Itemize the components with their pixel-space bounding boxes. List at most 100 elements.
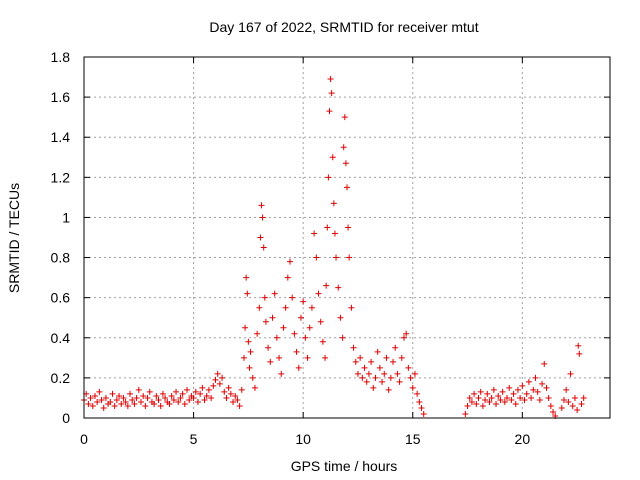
data-point [137,398,144,405]
data-point [324,224,331,231]
data-point [532,374,539,381]
data-point [560,396,567,403]
data-point [297,314,304,321]
data-point [484,390,491,397]
data-point [326,108,333,115]
data-point [331,230,338,237]
data-point [403,330,410,337]
data-point [563,386,570,393]
data-point [300,298,307,305]
data-point [306,324,313,331]
y-tick-label: 1.2 [51,169,71,185]
data-point [223,394,230,401]
data-point [219,374,226,381]
data-point [124,402,131,409]
data-point [319,338,326,345]
data-point [166,400,173,407]
data-point [508,396,515,403]
data-point [337,314,344,321]
data-point [190,394,197,401]
data-point [85,400,92,407]
y-tick-label: 0.4 [51,330,71,346]
data-point [267,358,274,365]
data-point [302,334,309,341]
data-point [339,334,346,341]
data-point [153,392,160,399]
data-point [315,290,322,297]
data-point [344,184,350,191]
data-point [341,114,348,121]
data-point [246,364,253,371]
data-point [142,402,149,409]
data-point [352,358,359,365]
data-point [414,390,421,397]
data-point [304,354,311,361]
data-point [361,364,368,371]
data-point [475,394,482,401]
data-point [168,392,175,399]
data-point [479,402,486,409]
data-point [464,402,471,409]
data-point [265,344,272,351]
data-point [135,386,142,393]
data-points [81,76,587,419]
x-tick-label: 10 [295,431,311,447]
data-point [488,394,495,401]
data-point [107,398,114,405]
data-point [416,398,423,405]
data-point [493,400,500,407]
data-point [400,334,407,341]
data-point [295,364,302,371]
data-point [510,390,517,397]
plot-frame [83,56,611,419]
data-point [411,370,418,377]
data-point [256,304,263,311]
data-point [89,402,96,409]
data-point [261,294,268,301]
x-tick-label: 0 [80,431,88,447]
data-point [536,396,543,403]
data-point [98,396,105,403]
data-point [225,384,232,391]
data-point [468,398,475,405]
data-point [100,404,107,411]
data-point [550,408,557,415]
y-axis-label: SRMTID / TECUs [6,183,22,293]
data-point [210,382,217,389]
data-point [259,214,266,221]
data-point [212,376,219,383]
data-point [390,358,397,365]
data-point [140,392,147,399]
data-point [357,354,364,361]
data-point [387,374,394,381]
data-point [205,386,212,393]
data-point [313,254,320,261]
data-point [234,396,241,403]
data-point [383,354,390,361]
y-tick-label: 0.6 [51,290,71,306]
data-point [155,396,162,403]
data-point [501,398,508,405]
data-point [575,342,582,349]
x-axis-label: GPS time / hours [291,458,398,474]
data-point [342,160,349,167]
data-point [340,144,347,151]
data-point [113,396,120,403]
data-point [122,398,129,405]
data-point [282,304,289,311]
data-point [541,360,548,367]
data-point [333,254,340,261]
data-point [102,394,109,401]
data-point [580,394,587,401]
data-point [214,370,221,377]
data-point [486,398,493,405]
y-tick-label: 0 [62,410,70,426]
data-point [170,396,177,403]
data-point [376,364,383,371]
data-point [257,234,264,241]
data-point [280,324,287,331]
data-point [325,174,332,181]
data-point [370,384,377,391]
data-point [466,394,473,401]
